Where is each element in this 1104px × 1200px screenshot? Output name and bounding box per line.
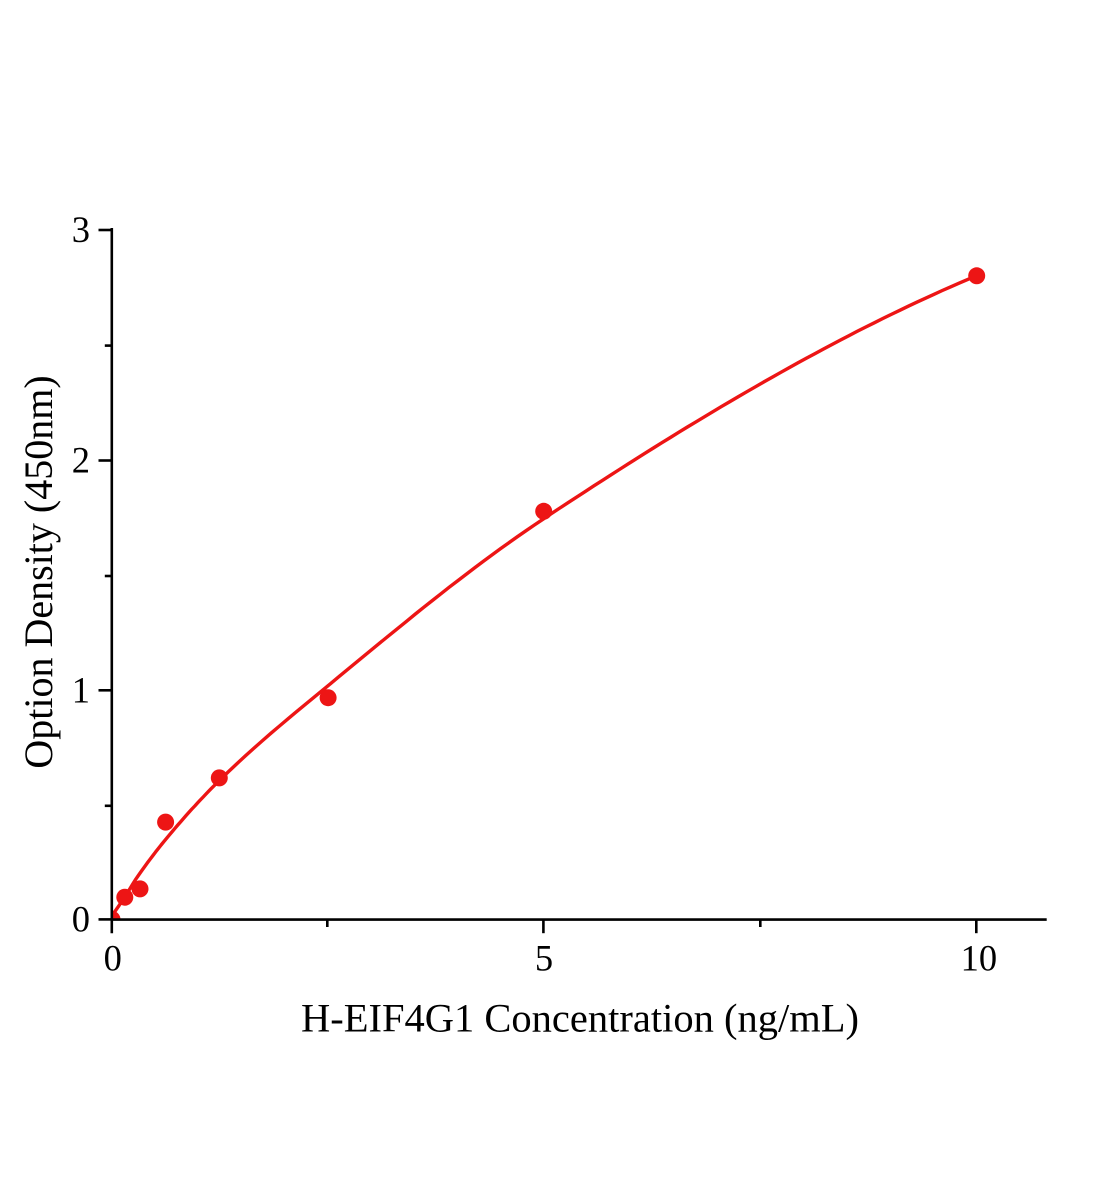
svg-text:1: 1 <box>72 670 90 711</box>
svg-text:5: 5 <box>535 938 553 979</box>
svg-text:H-EIF4G1 Concentration (ng/mL): H-EIF4G1 Concentration (ng/mL) <box>301 996 859 1041</box>
svg-text:3: 3 <box>72 209 90 250</box>
svg-text:0: 0 <box>104 938 122 979</box>
svg-text:0: 0 <box>72 899 90 940</box>
svg-text:Option Density (450nm): Option Density (450nm) <box>16 375 61 768</box>
svg-text:10: 10 <box>961 938 998 979</box>
svg-text:2: 2 <box>72 440 90 481</box>
